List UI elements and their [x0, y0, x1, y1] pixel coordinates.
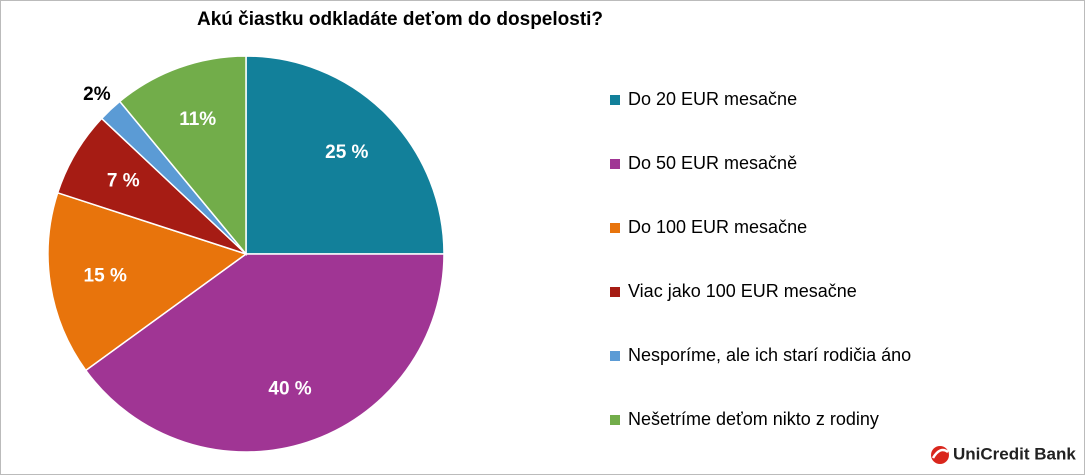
value-label: 25 % — [325, 142, 368, 163]
legend-swatch — [610, 415, 620, 425]
value-label: 15 % — [84, 265, 127, 286]
legend-label: Nesporíme, ale ich starí rodičia áno — [628, 345, 911, 365]
logo-text: UniCredit Bank — [953, 444, 1076, 463]
value-label: 11% — [179, 109, 216, 130]
legend-swatch — [610, 159, 620, 169]
legend-swatch — [610, 351, 620, 361]
pie-slice — [84, 253, 445, 453]
legend-label: Nešetríme deťom nikto z rodiny — [628, 409, 879, 429]
legend-swatch — [610, 287, 620, 297]
logo: UniCredit Bank — [931, 444, 1076, 464]
legend-swatch — [610, 95, 620, 105]
pie-slice — [245, 55, 445, 255]
legend-swatch — [610, 223, 620, 233]
value-label: 2% — [83, 84, 111, 105]
pie-slice — [118, 55, 247, 257]
value-label: 7 % — [107, 170, 140, 191]
legend-label: Do 20 EUR mesačne — [628, 89, 797, 109]
legend-label: Do 50 EUR mesačně — [628, 153, 797, 173]
chart-title: Akú čiastku odkladáte deťom do dospelost… — [197, 9, 603, 30]
legend-label: Do 100 EUR mesačne — [628, 217, 807, 237]
pie-slice — [47, 191, 248, 372]
value-label: 40 % — [268, 379, 311, 400]
legend-label: Viac jako 100 EUR mesačne — [628, 281, 857, 301]
